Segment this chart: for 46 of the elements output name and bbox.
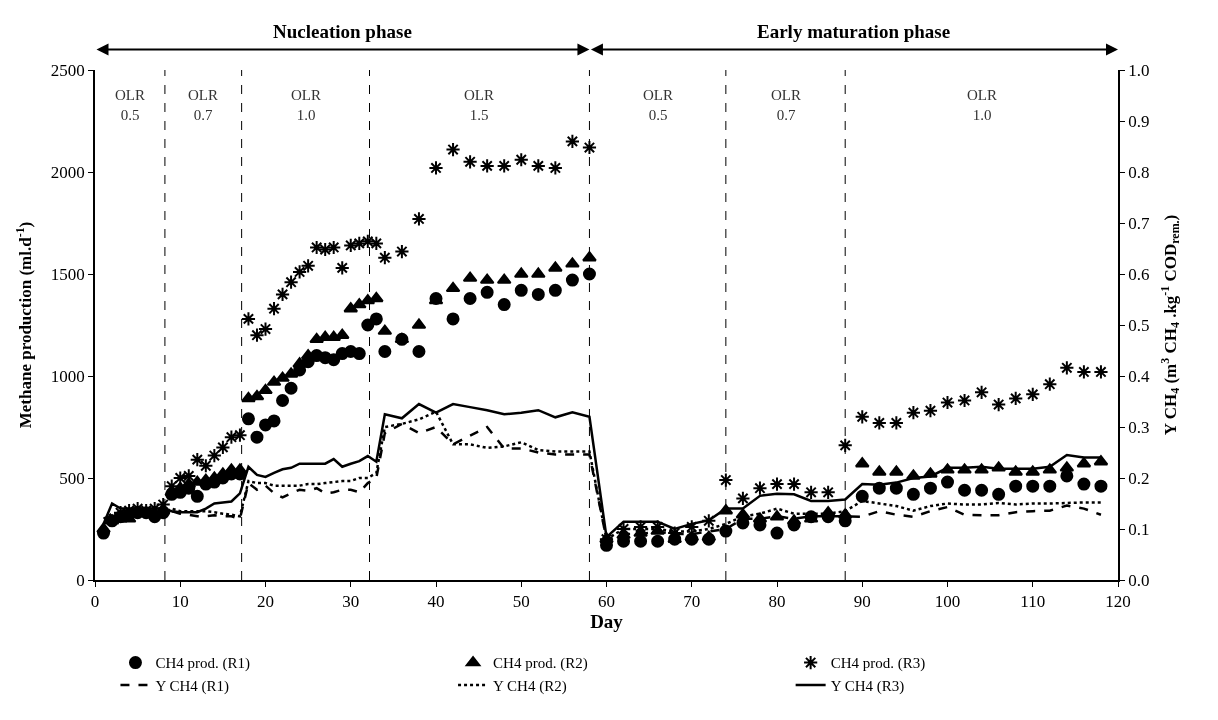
x-tick-label: 110 — [1020, 592, 1046, 612]
x-tick-label: 60 — [598, 592, 615, 612]
y-tick-label: 1500 — [50, 264, 85, 284]
annotation: OLR 1.0 — [967, 87, 997, 123]
text: Early maturation phase — [757, 21, 951, 42]
legend-label: Y CH4 (R2) — [493, 677, 567, 695]
text: Nucleation phase — [273, 21, 412, 42]
x-tick-label: 40 — [427, 592, 445, 612]
x-tick-label: 0 — [90, 592, 100, 612]
y-tick-label: 500 — [59, 468, 85, 488]
legend-label: CH4 prod. (R3) — [830, 655, 926, 673]
x-tick-label: 30 — [342, 592, 360, 612]
x-tick-label: 120 — [1105, 592, 1131, 612]
x-tick-label: 10 — [171, 592, 189, 612]
y2-tick-label: 0.0 — [1128, 570, 1150, 590]
annotation: OLR 0.7 — [188, 87, 218, 123]
y2-tick-label: 0.4 — [1128, 366, 1150, 386]
x-tick-label: 80 — [768, 592, 786, 612]
annotation: OLR 0.5 — [115, 87, 145, 123]
y-tick-label: 0 — [76, 570, 85, 590]
legend-label: CH4 prod. (R1) — [155, 655, 251, 673]
y-tick-label: 1000 — [50, 366, 85, 386]
y2-tick-label: 0.3 — [1128, 417, 1150, 437]
y-tick-label: 2000 — [50, 162, 85, 182]
annotation: OLR 0.5 — [643, 87, 673, 123]
legend-label: CH4 prod. (R2) — [493, 655, 588, 673]
y2-tick-label: 0.5 — [1128, 315, 1150, 335]
y2-tick-label: 0.7 — [1128, 213, 1150, 233]
y-tick-label: 2500 — [50, 60, 85, 80]
annotation: OLR 1.0 — [291, 87, 321, 123]
y2-tick-label: 1.0 — [1128, 60, 1150, 80]
x-tick-label: 70 — [683, 592, 701, 612]
x-tick-label: 100 — [934, 592, 961, 612]
y2-tick-label: 0.9 — [1128, 111, 1150, 131]
annotation: OLR 0.7 — [771, 87, 801, 123]
y2-tick-label: 0.1 — [1128, 519, 1150, 539]
y2-tick-label: 0.2 — [1128, 468, 1150, 488]
x-tick-label: 90 — [853, 592, 871, 612]
y2-tick-label: 0.8 — [1128, 162, 1150, 182]
legend-label: Y CH4 (R1) — [155, 677, 230, 695]
annotation: OLR 1.5 — [464, 87, 494, 123]
y2-tick-label: 0.6 — [1128, 264, 1150, 284]
x-tick-label: 50 — [512, 592, 530, 612]
legend-label: Y CH4 (R3) — [830, 677, 905, 695]
x-axis-title: Day — [590, 611, 624, 633]
x-tick-label: 20 — [257, 592, 274, 612]
